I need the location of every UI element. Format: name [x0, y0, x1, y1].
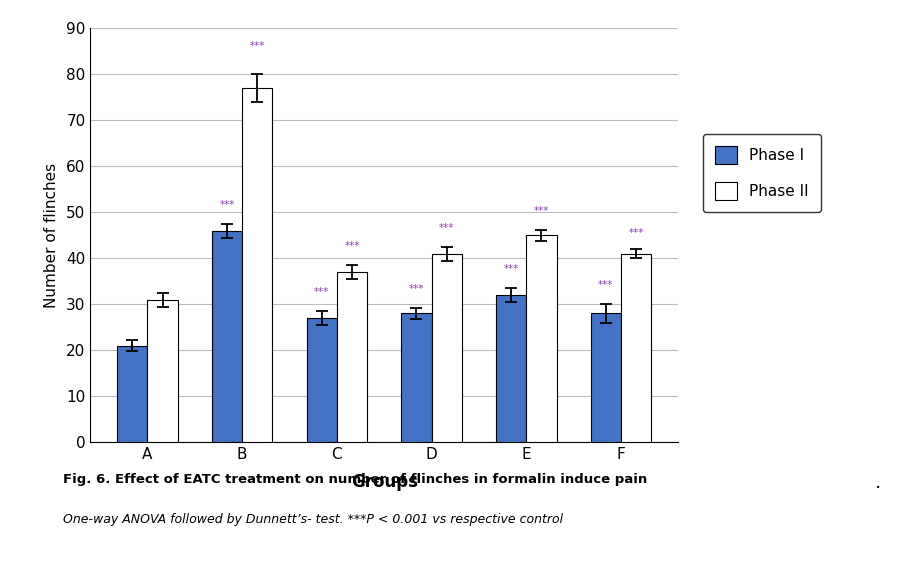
- Text: ***: ***: [408, 284, 424, 294]
- Text: One-way ANOVA followed by Dunnett’s- test. ***P < 0.001 vs respective control: One-way ANOVA followed by Dunnett’s- tes…: [63, 513, 563, 526]
- Bar: [496, 295, 526, 442]
- Text: ***: ***: [344, 242, 359, 251]
- Text: Fig. 6. Effect of EATC treatment on number of flinches in formalin induce pain: Fig. 6. Effect of EATC treatment on numb…: [63, 473, 647, 486]
- Legend: Phase I, Phase II: Phase I, Phase II: [703, 134, 820, 212]
- Text: .: .: [874, 473, 880, 493]
- Bar: [526, 235, 556, 442]
- Bar: [431, 253, 461, 442]
- Y-axis label: Number of flinches: Number of flinches: [44, 163, 60, 308]
- Bar: [306, 318, 337, 442]
- Text: ***: ***: [533, 206, 548, 216]
- Bar: [242, 88, 272, 442]
- Text: ***: ***: [439, 223, 454, 233]
- Bar: [590, 314, 620, 442]
- Bar: [147, 300, 178, 442]
- Bar: [337, 272, 367, 442]
- X-axis label: Groups: Groups: [350, 473, 417, 491]
- Text: ***: ***: [219, 200, 235, 210]
- Bar: [211, 231, 242, 442]
- Text: ***: ***: [628, 227, 643, 238]
- Text: ***: ***: [503, 264, 518, 274]
- Text: ***: ***: [313, 287, 329, 297]
- Bar: [401, 314, 431, 442]
- Text: ***: ***: [598, 281, 613, 290]
- Text: ***: ***: [249, 41, 265, 52]
- Bar: [620, 253, 650, 442]
- Bar: [117, 346, 147, 442]
